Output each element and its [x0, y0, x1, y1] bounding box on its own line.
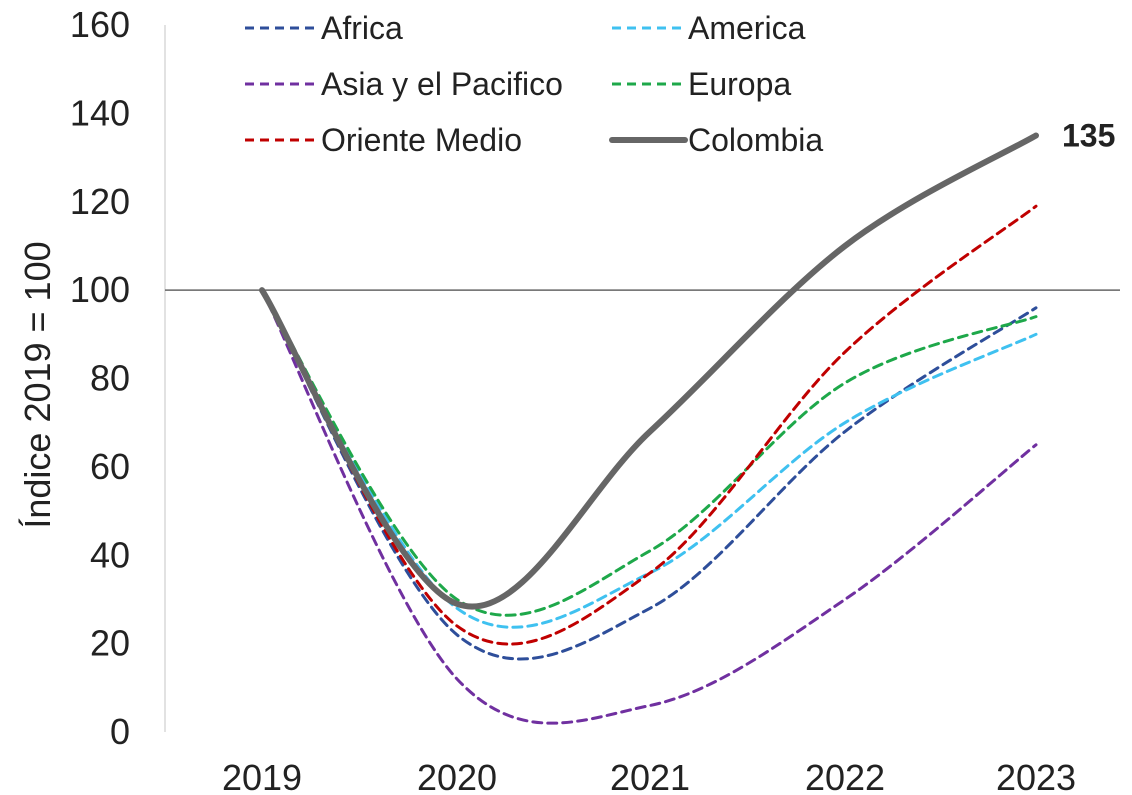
series-layer: [259, 132, 1039, 725]
axes: 0 20 40 60 80 100 120 140 160 2019 2020 2021 2022 202…: [70, 4, 1120, 795]
series-line-america: [260, 288, 1038, 629]
x-tick-label: 2023: [996, 757, 1076, 795]
legend-label: Europa: [688, 66, 791, 102]
legend: Africa America Asia y el Pacifico Europa Ori…: [245, 10, 823, 158]
series-line-oriente-medio: [260, 204, 1038, 646]
y-tick-label: 20: [90, 623, 130, 664]
legend-item-oriente-medio: Oriente Medio: [245, 122, 522, 158]
legend-label: Colombia: [688, 122, 823, 158]
legend-label: Oriente Medio: [321, 122, 522, 158]
series-line-colombia: [259, 132, 1039, 610]
y-axis-title: Índice 2019 = 100: [17, 241, 58, 528]
legend-item-colombia: Colombia: [609, 122, 823, 158]
legend-label: Asia y el Pacifico: [321, 66, 563, 102]
y-tick-label: 60: [90, 446, 130, 487]
y-tick-label: 40: [90, 534, 130, 575]
y-tick-label: 0: [110, 711, 130, 752]
legend-label: Africa: [321, 10, 403, 46]
series-line-asia-y-el-pacifico: [260, 288, 1038, 725]
y-tick-label: 160: [70, 4, 130, 45]
end-value-label: 135: [1062, 117, 1115, 153]
series-line-africa: [260, 288, 1038, 661]
x-tick-label: 2019: [222, 757, 302, 795]
x-tick-label: 2021: [610, 757, 690, 795]
x-tick-label: 2022: [805, 757, 885, 795]
legend-label: America: [688, 10, 806, 46]
y-tick-label: 80: [90, 358, 130, 399]
y-tick-label: 100: [70, 269, 130, 310]
legend-item-america: America: [612, 10, 806, 46]
x-tick-label: 2020: [417, 757, 497, 795]
legend-item-asia-y-el-pacifico: Asia y el Pacifico: [245, 66, 563, 102]
legend-item-africa: Africa: [245, 10, 403, 46]
y-tick-label: 120: [70, 181, 130, 222]
series-line-europa: [260, 288, 1038, 617]
y-tick-label: 140: [70, 92, 130, 133]
legend-item-europa: Europa: [612, 66, 791, 102]
